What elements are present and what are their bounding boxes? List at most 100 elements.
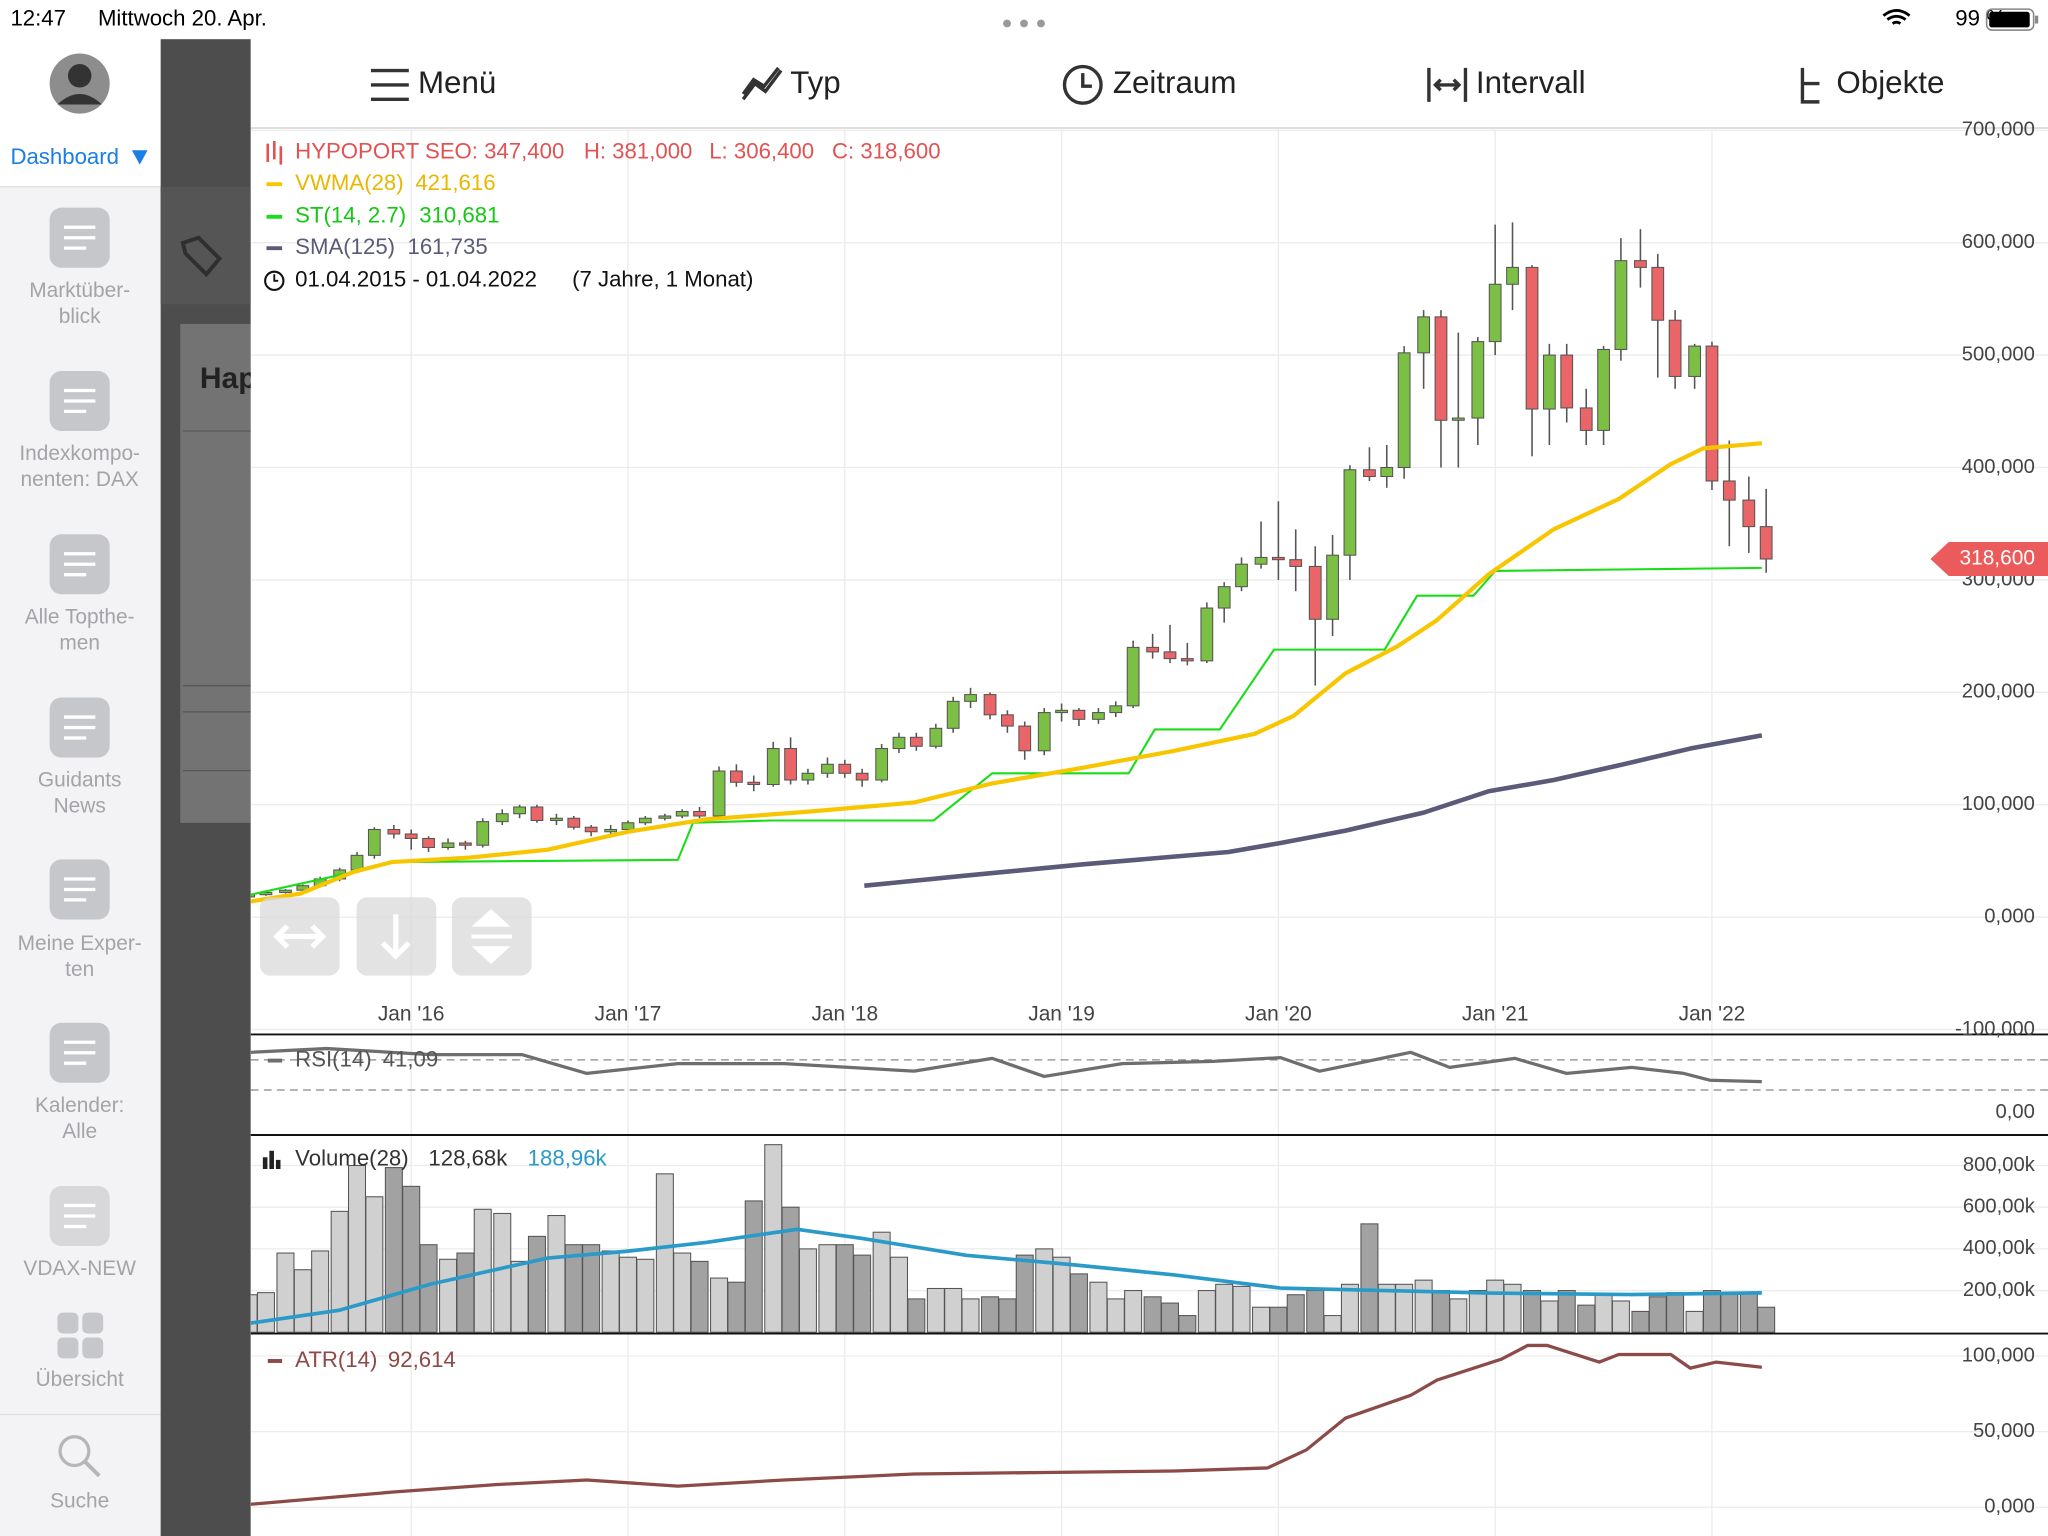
type-icon[interactable] bbox=[741, 66, 783, 101]
candle-body bbox=[729, 770, 743, 783]
nav-label[interactable]: Indexkompo- bbox=[19, 442, 140, 465]
type-button[interactable]: Typ bbox=[790, 65, 841, 100]
candle-body bbox=[1326, 554, 1339, 620]
x-tick-label: Jan '17 bbox=[595, 1002, 662, 1025]
candle-body bbox=[422, 837, 435, 848]
candle-body bbox=[766, 748, 780, 786]
bg-card-lines bbox=[182, 430, 251, 772]
volume-bar bbox=[293, 1269, 312, 1333]
y-tick-label: 700,000 bbox=[1962, 119, 2035, 141]
volume-bar bbox=[1106, 1298, 1125, 1333]
candle-body bbox=[567, 817, 581, 828]
volume-bar bbox=[1611, 1300, 1630, 1333]
volume-bar bbox=[510, 1260, 529, 1333]
nav-label[interactable]: News bbox=[54, 795, 106, 818]
volume-bar bbox=[1124, 1290, 1143, 1333]
rsi-label: RSI(14) bbox=[295, 1046, 371, 1071]
candle-icon bbox=[266, 141, 283, 165]
interval-icon[interactable] bbox=[1427, 67, 1468, 102]
candle-body bbox=[1651, 266, 1665, 321]
dropdown-arrow[interactable] bbox=[131, 150, 148, 165]
volume-bar bbox=[1360, 1223, 1379, 1333]
volume-bar bbox=[710, 1277, 729, 1333]
y-tick-label: 0,000 bbox=[1984, 906, 2035, 928]
nav-label[interactable]: VDAX-NEW bbox=[23, 1257, 136, 1280]
nav-label[interactable]: Marktüber- bbox=[29, 279, 130, 302]
nav-label[interactable]: Suche bbox=[50, 1490, 109, 1513]
nav-icon[interactable] bbox=[82, 1312, 104, 1334]
volume-bar bbox=[1215, 1283, 1234, 1333]
candle-body bbox=[747, 781, 761, 786]
volume-bar bbox=[961, 1298, 980, 1333]
status-date: Mittwoch 20. Apr. bbox=[98, 5, 267, 30]
interval-button[interactable]: Intervall bbox=[1476, 65, 1586, 100]
nav-label[interactable]: Übersicht bbox=[36, 1368, 124, 1391]
y-tick-label: 200,00k bbox=[1963, 1279, 2036, 1301]
nav-label[interactable]: blick bbox=[59, 305, 101, 328]
rsi-value: 41,09 bbox=[383, 1046, 439, 1071]
nav-icon[interactable] bbox=[57, 1337, 79, 1359]
volume-bar bbox=[636, 1258, 655, 1333]
nav-label[interactable]: Guidants bbox=[38, 769, 122, 792]
volume-bar bbox=[690, 1260, 709, 1333]
volume-bar bbox=[582, 1244, 601, 1333]
volume-bar bbox=[944, 1287, 963, 1333]
candle-body bbox=[855, 772, 869, 781]
scroll-end-button[interactable] bbox=[356, 897, 437, 976]
menu-icon[interactable] bbox=[370, 68, 409, 101]
nav-label[interactable]: Alle Topthe- bbox=[25, 605, 135, 628]
nav-icon[interactable] bbox=[82, 1337, 104, 1359]
fit-width-button[interactable] bbox=[259, 897, 340, 976]
objects-icon[interactable] bbox=[1800, 67, 1820, 104]
nav-icon-glyph bbox=[63, 225, 96, 250]
nav-icon-glyph bbox=[63, 1203, 96, 1229]
nav-label[interactable]: Meine Exper- bbox=[18, 932, 142, 955]
avatar[interactable] bbox=[49, 53, 110, 114]
legend-vwma-value: 421,616 bbox=[415, 170, 495, 195]
price-tag bbox=[1930, 542, 2048, 576]
volume-bar bbox=[439, 1258, 458, 1333]
legend-duration: (7 Jahre, 1 Monat) bbox=[572, 267, 753, 292]
candle-body bbox=[929, 727, 943, 747]
period-icon[interactable] bbox=[1062, 64, 1103, 105]
period-button[interactable]: Zeitraum bbox=[1113, 65, 1237, 100]
y-tick-label: 400,00k bbox=[1963, 1237, 2036, 1259]
period-hands bbox=[1081, 73, 1092, 88]
x-tick-label: Jan '19 bbox=[1028, 1002, 1095, 1025]
candle-body bbox=[1018, 725, 1032, 752]
volume-bar bbox=[1015, 1254, 1034, 1333]
atr-value: 92,614 bbox=[388, 1347, 456, 1372]
candle-body bbox=[1688, 345, 1702, 377]
candle-body bbox=[279, 889, 292, 893]
candle-body bbox=[1072, 709, 1086, 720]
legend-close: C: 318,600 bbox=[832, 139, 941, 164]
candle-body bbox=[1506, 266, 1519, 285]
nav-icon-glyph bbox=[63, 877, 96, 902]
nav-label[interactable]: Alle bbox=[62, 1120, 97, 1143]
candle-body bbox=[1380, 466, 1394, 478]
objects-button[interactable]: Objekte bbox=[1836, 65, 1944, 100]
y-tick-label: 100,000 bbox=[1962, 793, 2035, 815]
tag-icon bbox=[180, 235, 223, 278]
y-tick-label: 500,000 bbox=[1962, 343, 2035, 365]
nav-label[interactable]: ten bbox=[65, 958, 94, 981]
fit-height-button[interactable] bbox=[451, 897, 532, 976]
nav-label[interactable]: nenten: DAX bbox=[20, 468, 138, 491]
menu-button[interactable]: Menü bbox=[418, 65, 496, 100]
candle-body bbox=[1742, 499, 1756, 528]
dashboard-link[interactable]: Dashboard bbox=[10, 144, 119, 169]
volume-bar bbox=[419, 1244, 438, 1333]
candle-body bbox=[621, 822, 635, 831]
clock-icon bbox=[264, 270, 285, 292]
nav-icon[interactable] bbox=[57, 1312, 79, 1334]
search-icon[interactable] bbox=[58, 1435, 91, 1468]
nav-label[interactable]: men bbox=[59, 631, 100, 654]
volume-bar bbox=[1323, 1315, 1342, 1333]
x-tick-label: Jan '22 bbox=[1679, 1002, 1746, 1025]
nav-label[interactable]: Kalender: bbox=[35, 1094, 124, 1117]
volume-bar bbox=[1069, 1273, 1088, 1333]
volume-bar bbox=[1468, 1290, 1487, 1333]
volume-bar bbox=[1557, 1290, 1576, 1333]
volume-bar bbox=[1720, 1292, 1739, 1333]
